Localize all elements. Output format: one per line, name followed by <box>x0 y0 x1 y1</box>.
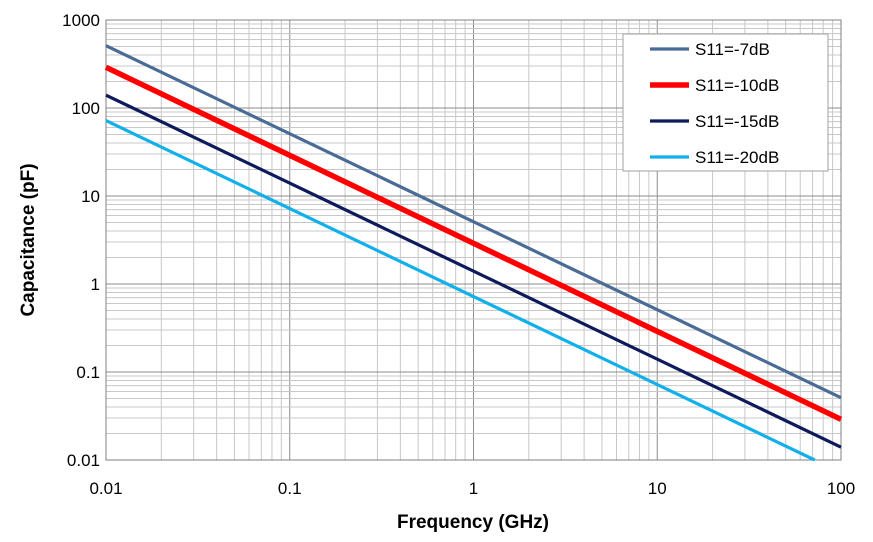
y-tick-label: 100 <box>72 99 100 118</box>
series-line <box>105 119 816 462</box>
x-tick-labels: 0.01 0.1 1 10 100 <box>89 479 855 498</box>
legend-box <box>622 33 829 172</box>
x-tick-label: 100 <box>827 479 855 498</box>
x-tick-label: 10 <box>648 479 667 498</box>
y-tick-label: 1000 <box>62 11 100 30</box>
x-tick-label: 0.01 <box>89 479 122 498</box>
y-tick-label: 0.1 <box>76 363 100 382</box>
series-line <box>105 93 842 449</box>
grid <box>105 20 841 461</box>
plot-area-border <box>105 19 842 461</box>
series-line <box>104 64 843 422</box>
legend-label: S11=-7dB <box>695 40 770 59</box>
x-tick-label: 1 <box>469 479 478 498</box>
legend: S11=-7dB S11=-10dB S11=-15dB S11=-20dB <box>622 33 829 172</box>
y-tick-label: 1 <box>91 275 100 294</box>
series-line <box>105 44 842 400</box>
x-axis-title: Frequency (GHz) <box>397 512 549 533</box>
legend-label: S11=-15dB <box>695 112 779 131</box>
y-tick-label: 10 <box>81 187 100 206</box>
y-tick-labels: 0.01 0.1 1 10 100 1000 <box>62 11 100 470</box>
y-axis-title: Capacitance (pF) <box>18 163 39 316</box>
series-lines <box>104 44 843 462</box>
legend-label: S11=-20dB <box>695 148 779 167</box>
legend-label: S11=-10dB <box>695 76 779 95</box>
y-tick-label: 0.01 <box>67 451 100 470</box>
x-tick-label: 0.1 <box>278 479 302 498</box>
